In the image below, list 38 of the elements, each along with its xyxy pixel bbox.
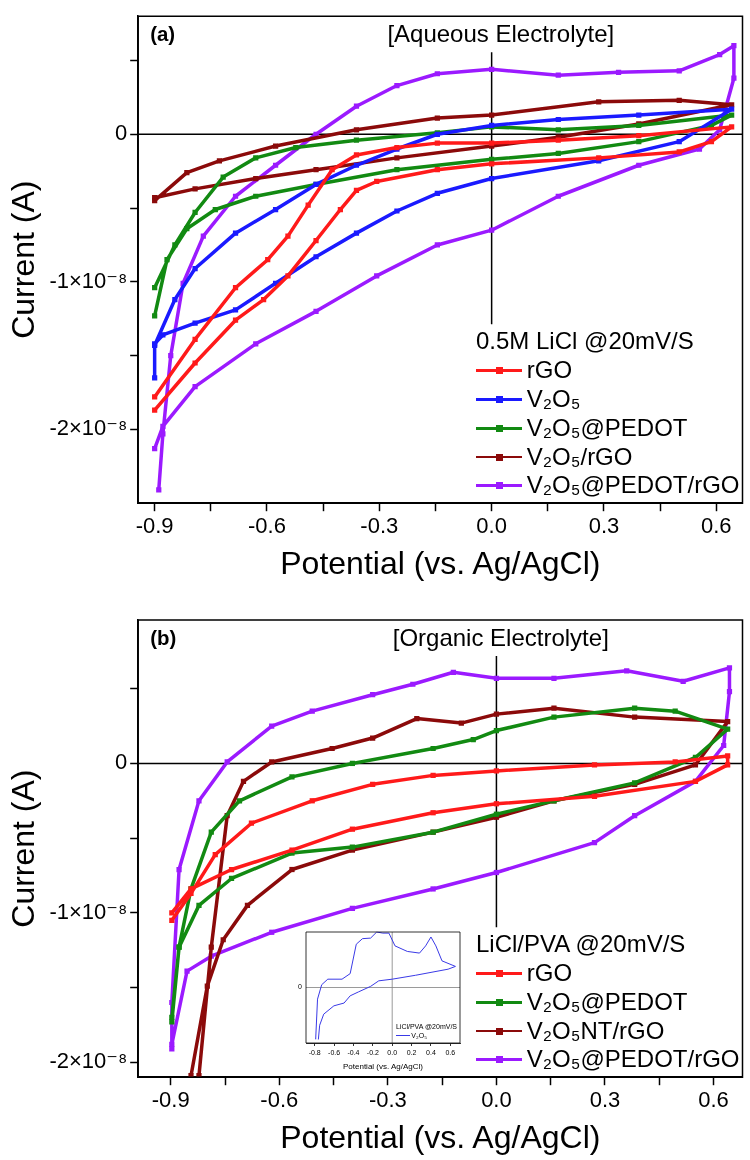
chart-title: [Aqueous Electrolyte] <box>387 20 615 48</box>
legend-label: V₂O₅@PEDOT/rGO <box>526 1045 740 1075</box>
legend-label: rGO <box>526 959 573 988</box>
legend-title: LiCl/PVA @20mV/S <box>476 930 687 960</box>
annotation: (b) <box>150 626 177 649</box>
x-tick-label: -0.3 <box>360 513 399 539</box>
x-tick-label: 0.6 <box>700 513 732 539</box>
annotation: (a) <box>150 23 176 46</box>
y-axis-title: Current (A) <box>5 180 42 339</box>
legend-label: V₂O₅NT/rGO <box>526 1016 665 1046</box>
legend-label: V₂O₅@PEDOT <box>526 987 688 1017</box>
x-tick-label: 0.0 <box>476 513 507 539</box>
x-tick-label: 0.3 <box>588 513 620 539</box>
x-tick-label: -0.3 <box>368 1087 407 1113</box>
x-tick-label: 0.6 <box>698 1087 729 1113</box>
x-tick-label: -0.6 <box>248 513 286 539</box>
y-tick-label: 0 <box>114 120 128 146</box>
legend-label: V₂O₅@PEDOT <box>526 413 688 443</box>
x-tick-label: -0.6 <box>260 1087 299 1113</box>
legend-label: V₂O₅/rGO <box>526 442 633 472</box>
x-tick-label: 0.3 <box>589 1087 621 1113</box>
y-tick-label: -1×10⁻⁸ <box>49 267 128 293</box>
y-tick-label: -2×10⁻⁸ <box>49 1048 128 1074</box>
legend-title: 0.5M LiCl @20mV/S <box>476 327 695 357</box>
legend-label: rGO <box>526 356 573 386</box>
y-tick-label: 0 <box>114 749 128 775</box>
x-tick-label: 0.0 <box>481 1087 512 1113</box>
x-tick-label: -0.9 <box>151 1087 190 1113</box>
x-axis-title: Potential (vs. Ag/AgCl) <box>280 544 601 581</box>
legend-label: V₂O₅ <box>526 385 581 414</box>
x-axis-title: Potential (vs. Ag/AgCl) <box>342 1062 424 1072</box>
y-tick-label: -1×10⁻⁸ <box>49 898 128 924</box>
y-axis-title: Current (A) <box>5 769 42 928</box>
x-tick-label: -0.9 <box>135 513 174 539</box>
legend-label: V₂O₅@PEDOT/rGO <box>526 471 740 501</box>
y-tick-label: -2×10⁻⁸ <box>49 415 128 441</box>
chart-title: [Organic Electrolyte] <box>392 623 609 651</box>
x-axis-title: Potential (vs. Ag/AgCl) <box>280 1118 601 1155</box>
